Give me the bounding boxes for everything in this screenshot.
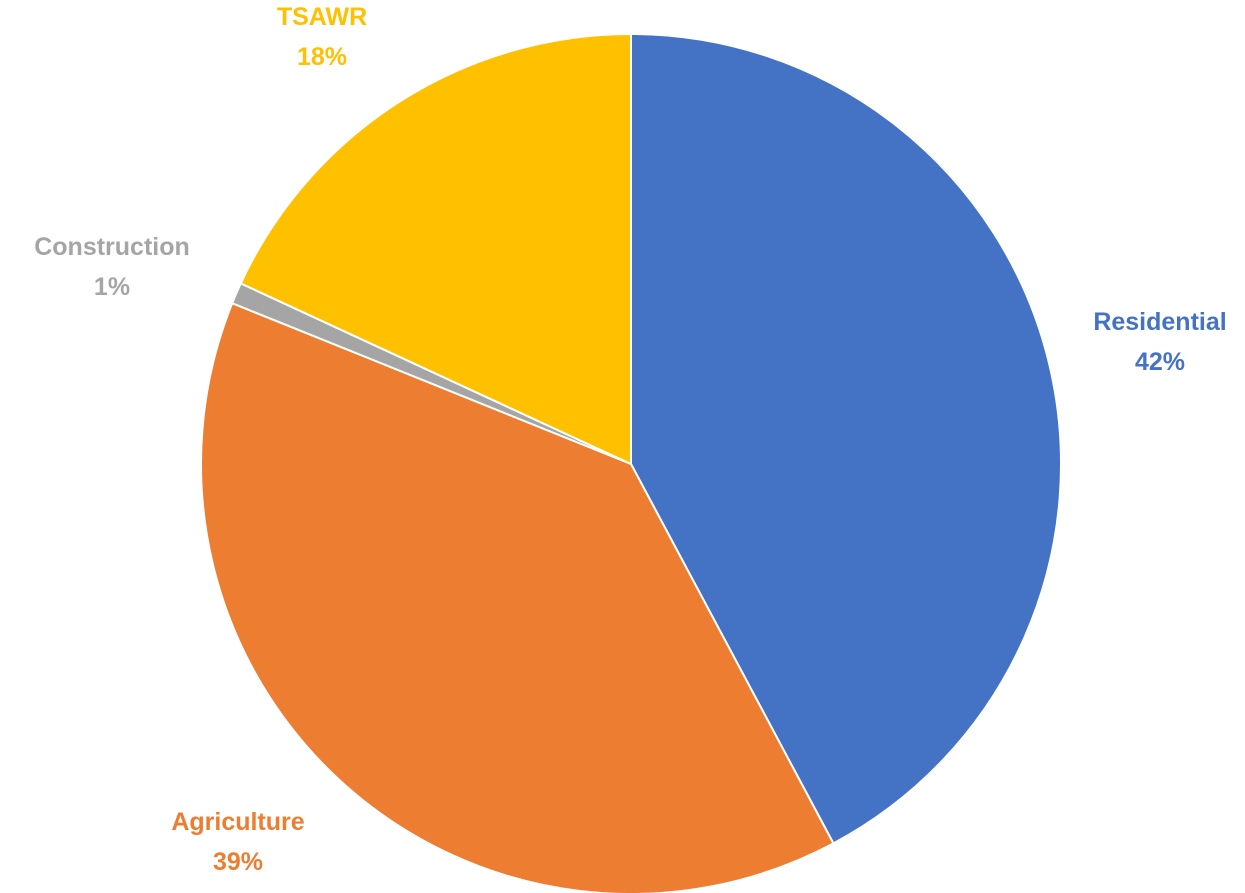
data-label-category-residential: Residential [1093, 308, 1226, 336]
pie-slice-tsawr [239, 32, 632, 466]
data-label-percent-agriculture: 39% [213, 848, 263, 876]
pie-slice-residential [630, 32, 1062, 845]
data-label-percent-residential: 42% [1135, 348, 1185, 376]
data-label-category-tsawr: TSAWR [277, 3, 367, 31]
pie-slice-agriculture [200, 301, 835, 893]
data-label-percent-tsawr: 18% [297, 43, 347, 71]
data-label-percent-construction: 1% [94, 273, 130, 301]
data-label-category-construction: Construction [34, 233, 190, 261]
data-label-category-agriculture: Agriculture [171, 808, 304, 836]
